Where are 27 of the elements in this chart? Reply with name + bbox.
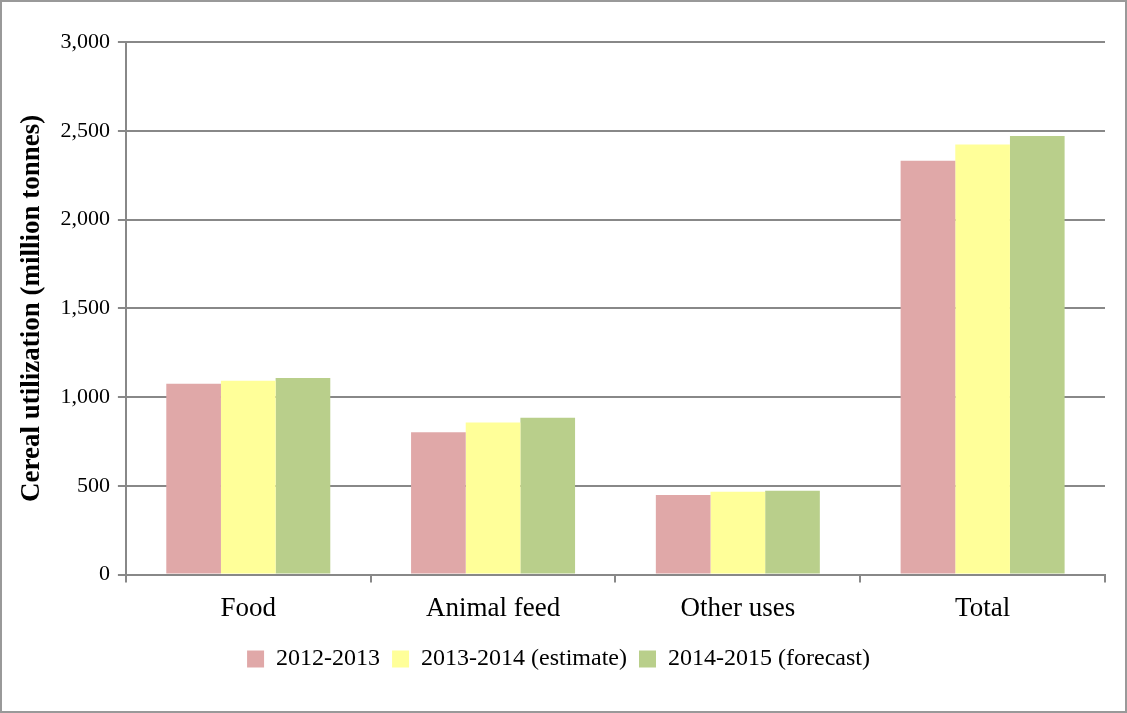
y-tick-label: 3,000 bbox=[60, 27, 110, 53]
y-tick-label: 1,000 bbox=[60, 382, 110, 408]
bar bbox=[655, 495, 711, 574]
bar bbox=[275, 377, 331, 574]
x-tick-label: Animal feed bbox=[425, 591, 561, 622]
bar bbox=[411, 432, 466, 574]
bar bbox=[465, 422, 521, 574]
y-tick-label: 2,000 bbox=[60, 205, 110, 231]
bar bbox=[710, 491, 766, 574]
bar bbox=[520, 417, 576, 574]
bar bbox=[220, 380, 276, 574]
bar bbox=[765, 490, 820, 574]
y-tick-label: 1,500 bbox=[60, 294, 110, 320]
x-tick-label: Total bbox=[955, 591, 1011, 622]
bar bbox=[166, 383, 221, 574]
legend-label: 2012-2013 bbox=[276, 644, 381, 671]
x-tick-label: Other uses bbox=[680, 591, 796, 622]
bar bbox=[955, 144, 1010, 574]
legend-label: 2014-2015 (forecast) bbox=[668, 644, 870, 671]
y-tick-label: 2,500 bbox=[60, 116, 110, 142]
x-tick-label: Food bbox=[220, 591, 277, 622]
y-tick-label: 500 bbox=[76, 471, 110, 497]
bar bbox=[900, 160, 956, 574]
y-tick-label: 0 bbox=[98, 560, 110, 586]
bar bbox=[1009, 136, 1065, 574]
legend-label: 2013-2014 (estimate) bbox=[421, 644, 628, 671]
y-axis-title: Cereal utilization (million tonnes) bbox=[15, 114, 46, 502]
